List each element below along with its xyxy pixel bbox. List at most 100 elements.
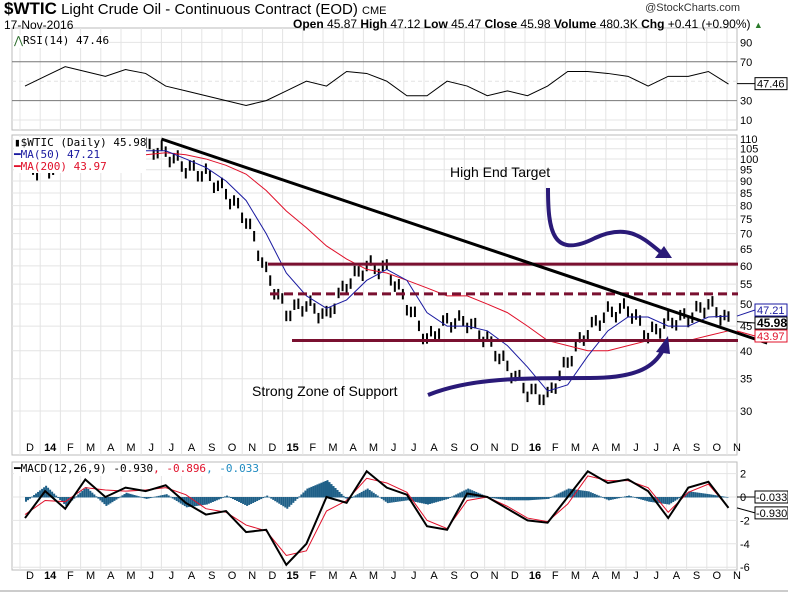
macd-histogram-bar (232, 497, 235, 500)
ma200-tag-connector (736, 330, 756, 337)
macd-histogram-bar (621, 496, 624, 498)
price-legend: ▮$WTIC (Daily) 45.98 ━MA(50) 47.21 ━MA(2… (14, 136, 147, 173)
macd-histogram-bar (332, 486, 335, 498)
month-label: D (268, 570, 276, 582)
macd-histogram-bar (527, 497, 530, 501)
month-label: D (511, 570, 519, 582)
macd-histogram-bar (356, 494, 359, 498)
macd-histogram-bar (549, 497, 552, 498)
downtrend-line (160, 137, 768, 345)
macd-histogram-bar (445, 497, 448, 500)
macd-histogram-bar (650, 497, 653, 502)
macd-histogram-bar (37, 491, 40, 498)
macd-histogram-bar (109, 497, 112, 504)
macd-histogram-bar (676, 497, 679, 500)
macd-histogram-bar (203, 497, 206, 505)
macd-histogram-bar (83, 488, 86, 498)
annotation-high-end-target: High End Target (450, 164, 551, 180)
macd-histogram-bar (553, 495, 556, 498)
macd-histogram-bar (416, 497, 419, 503)
macd-histogram-bar (374, 494, 377, 498)
macd-histogram-bar (81, 490, 84, 498)
macd-histogram-bar (342, 495, 345, 498)
macd-histogram-bar (113, 497, 116, 501)
macd-histogram-bar (320, 482, 323, 498)
macd-histogram-bar (561, 491, 564, 498)
rsi-tick-label: 70 (740, 57, 752, 69)
month-label: S (208, 570, 215, 582)
macd-histogram-bar (274, 497, 277, 502)
macd-histogram-bar (159, 495, 162, 498)
macd-histogram-bar (418, 497, 421, 503)
macd-histogram-bar (246, 497, 249, 506)
macd-histogram-bar (223, 496, 226, 498)
macd-histogram-bar (706, 493, 709, 498)
macd-histogram-bar (429, 497, 432, 504)
month-label: S (693, 570, 700, 582)
macd-histogram-bar (497, 497, 500, 499)
rsi-icon: ⋀ (14, 34, 24, 47)
macd-histogram-bar (133, 495, 136, 498)
macd-histogram-bar (630, 496, 633, 498)
macd-histogram-bar (155, 496, 158, 498)
macd-histogram-bar (571, 489, 574, 498)
macd-histogram-bar (563, 490, 566, 498)
annotation-support-zone: Strong Zone of Support (252, 383, 398, 399)
macd-histogram-bar (555, 494, 558, 498)
rsi-tick-label: 30 (740, 96, 752, 108)
macd-histogram-bar (394, 497, 397, 502)
macd-histogram-bar (559, 492, 562, 498)
price-tick-label: 75 (740, 214, 752, 226)
macd-histogram-bar (692, 491, 695, 498)
macd-histogram-bar (165, 494, 168, 498)
month-label: M (369, 442, 378, 454)
month-label: D (26, 570, 34, 582)
month-label: J (169, 442, 175, 454)
macd-histogram-bar (111, 497, 114, 503)
macd-histogram-bar (199, 497, 202, 506)
macd-histogram-bar (443, 497, 446, 501)
macd-histogram-bar (125, 492, 128, 498)
month-label: 15 (286, 570, 298, 582)
macd-histogram-bar (286, 497, 289, 509)
month-label: D (26, 442, 34, 454)
macd-histogram-bar (316, 484, 319, 498)
macd-histogram-bar (613, 497, 616, 500)
price-tick-label: 95 (740, 165, 752, 177)
macd-histogram-bar (589, 492, 592, 498)
macd-histogram-bar (258, 497, 261, 501)
macd-histogram-bar (177, 497, 180, 503)
macd-histogram-bar (557, 493, 560, 498)
month-label: J (148, 442, 154, 454)
macd-histogram-bar (163, 494, 166, 498)
support-arrow (427, 349, 665, 397)
macd-histogram-bar (141, 497, 144, 498)
macd-histogram-bar (254, 497, 257, 502)
macd-histogram-bar (157, 495, 160, 498)
macd-histogram-bar (519, 497, 522, 501)
macd-histogram-bar (228, 496, 231, 498)
macd-histogram-bar (380, 497, 383, 499)
month-label: A (592, 570, 600, 582)
macd-histogram-bar (53, 493, 56, 498)
month-label: M (86, 442, 95, 454)
macd-histogram-bar (599, 496, 602, 498)
month-label: A (430, 570, 438, 582)
macd-histogram-bar (33, 495, 36, 498)
month-label: J (411, 442, 417, 454)
month-label: N (491, 442, 499, 454)
macd-histogram-bar (29, 497, 32, 499)
month-label: A (592, 442, 600, 454)
macd-histogram-bar (603, 497, 606, 499)
macd-histogram-bar (25, 497, 27, 502)
month-label: J (653, 442, 659, 454)
macd-histogram-bar (386, 497, 389, 504)
macd-histogram-bar (726, 497, 729, 498)
macd-histogram-bar (171, 497, 174, 499)
month-label: D (511, 442, 519, 454)
macd-histogram-bar (515, 497, 518, 501)
macd-histogram-bar (270, 497, 273, 499)
macd-histogram-bar (441, 497, 444, 501)
macd-histogram-bar (250, 497, 253, 504)
macd-histogram-bar (306, 488, 309, 498)
